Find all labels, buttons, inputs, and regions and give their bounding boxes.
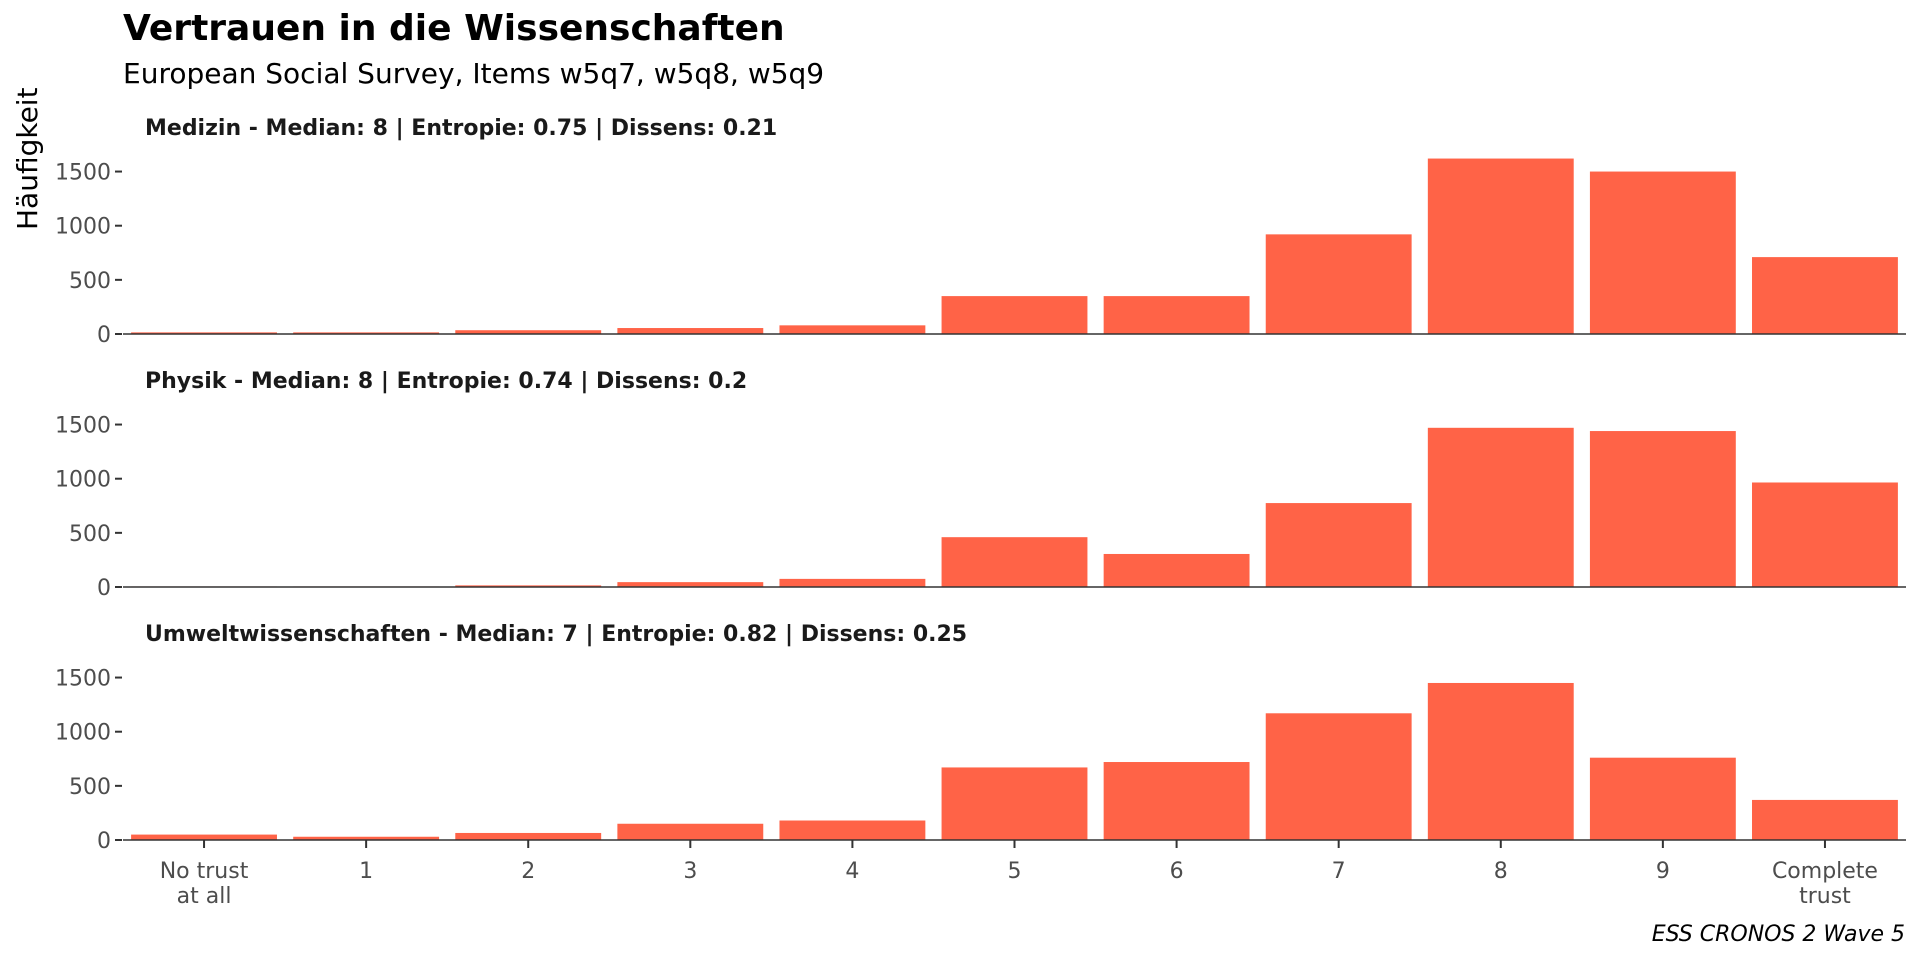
- y-tick-label: 0: [97, 576, 111, 601]
- bar: [293, 332, 440, 334]
- y-tick-label: 1000: [55, 721, 111, 746]
- panel-title: Umweltwissenschaften - Median: 7 | Entro…: [145, 622, 967, 647]
- bar: [1265, 713, 1412, 840]
- y-tick-label: 500: [69, 269, 111, 294]
- panel-title: Physik - Median: 8 | Entropie: 0.74 | Di…: [145, 369, 747, 394]
- bar: [1103, 762, 1250, 840]
- chart-caption: ESS CRONOS 2 Wave 5: [1652, 922, 1905, 947]
- bar: [617, 582, 764, 587]
- chart-subtitle: European Social Survey, Items w5q7, w5q8…: [123, 57, 824, 90]
- x-tick-label: 7: [1332, 859, 1346, 884]
- panel-title: Medizin - Median: 8 | Entropie: 0.75 | D…: [145, 116, 777, 141]
- bar: [1427, 427, 1574, 587]
- panel-1: Medizin - Median: 8 | Entropie: 0.75 | D…: [55, 116, 1906, 348]
- bar: [1589, 757, 1736, 840]
- bar: [779, 820, 926, 840]
- panel-2: Physik - Median: 8 | Entropie: 0.74 | Di…: [55, 369, 1906, 601]
- x-tick-label: 6: [1170, 859, 1184, 884]
- bar: [779, 578, 926, 587]
- bar: [1103, 553, 1250, 587]
- x-axis: No trust at all 1 2 3 4 5 6 7 8 9 Complete trust: [160, 840, 1878, 909]
- bar: [1103, 296, 1250, 335]
- y-tick-label: 1000: [55, 468, 111, 493]
- bar: [1752, 482, 1898, 587]
- bar: [1265, 503, 1412, 587]
- bar: [293, 836, 440, 840]
- bar: [617, 823, 764, 840]
- bar: [455, 585, 602, 587]
- bar: [1752, 799, 1898, 840]
- x-tick-label: 4: [845, 859, 859, 884]
- x-tick-label: 3: [683, 859, 697, 884]
- bar: [455, 832, 602, 840]
- bar: [1589, 431, 1736, 587]
- bar: [941, 767, 1088, 840]
- y-tick-label: 0: [97, 323, 111, 348]
- bar: [455, 330, 602, 334]
- bar: [779, 325, 926, 334]
- bar: [131, 332, 277, 334]
- y-tick-label: 1000: [55, 215, 111, 240]
- y-tick-label: 0: [97, 829, 111, 854]
- x-tick-label: 8: [1494, 859, 1508, 884]
- bar: [1752, 257, 1898, 334]
- y-tick-label: 1500: [55, 667, 111, 692]
- y-tick-label: 500: [69, 522, 111, 547]
- x-tick-label: 9: [1656, 859, 1670, 884]
- bar: [1265, 234, 1412, 334]
- bar: [941, 296, 1088, 335]
- bar: [1589, 171, 1736, 334]
- x-tick-label: 5: [1008, 859, 1022, 884]
- y-tick-label: 1500: [55, 161, 111, 186]
- bar: [617, 328, 764, 334]
- chart-title: Vertrauen in die Wissenschaften: [123, 8, 785, 49]
- panels: Medizin - Median: 8 | Entropie: 0.75 | D…: [55, 116, 1906, 854]
- y-tick-label: 1500: [55, 414, 111, 439]
- y-axis-label: Häufigkeit: [11, 87, 44, 230]
- x-tick-label: Complete trust: [1772, 859, 1878, 909]
- x-tick-label: 1: [359, 859, 373, 884]
- y-tick-label: 500: [69, 775, 111, 800]
- panel-3: Umweltwissenschaften - Median: 7 | Entro…: [55, 622, 1906, 854]
- bar: [1427, 682, 1574, 840]
- bar: [131, 834, 277, 841]
- x-tick-label: No trust at all: [160, 859, 249, 909]
- bar: [941, 537, 1088, 587]
- bar: [1427, 158, 1574, 334]
- x-tick-label: 2: [521, 859, 535, 884]
